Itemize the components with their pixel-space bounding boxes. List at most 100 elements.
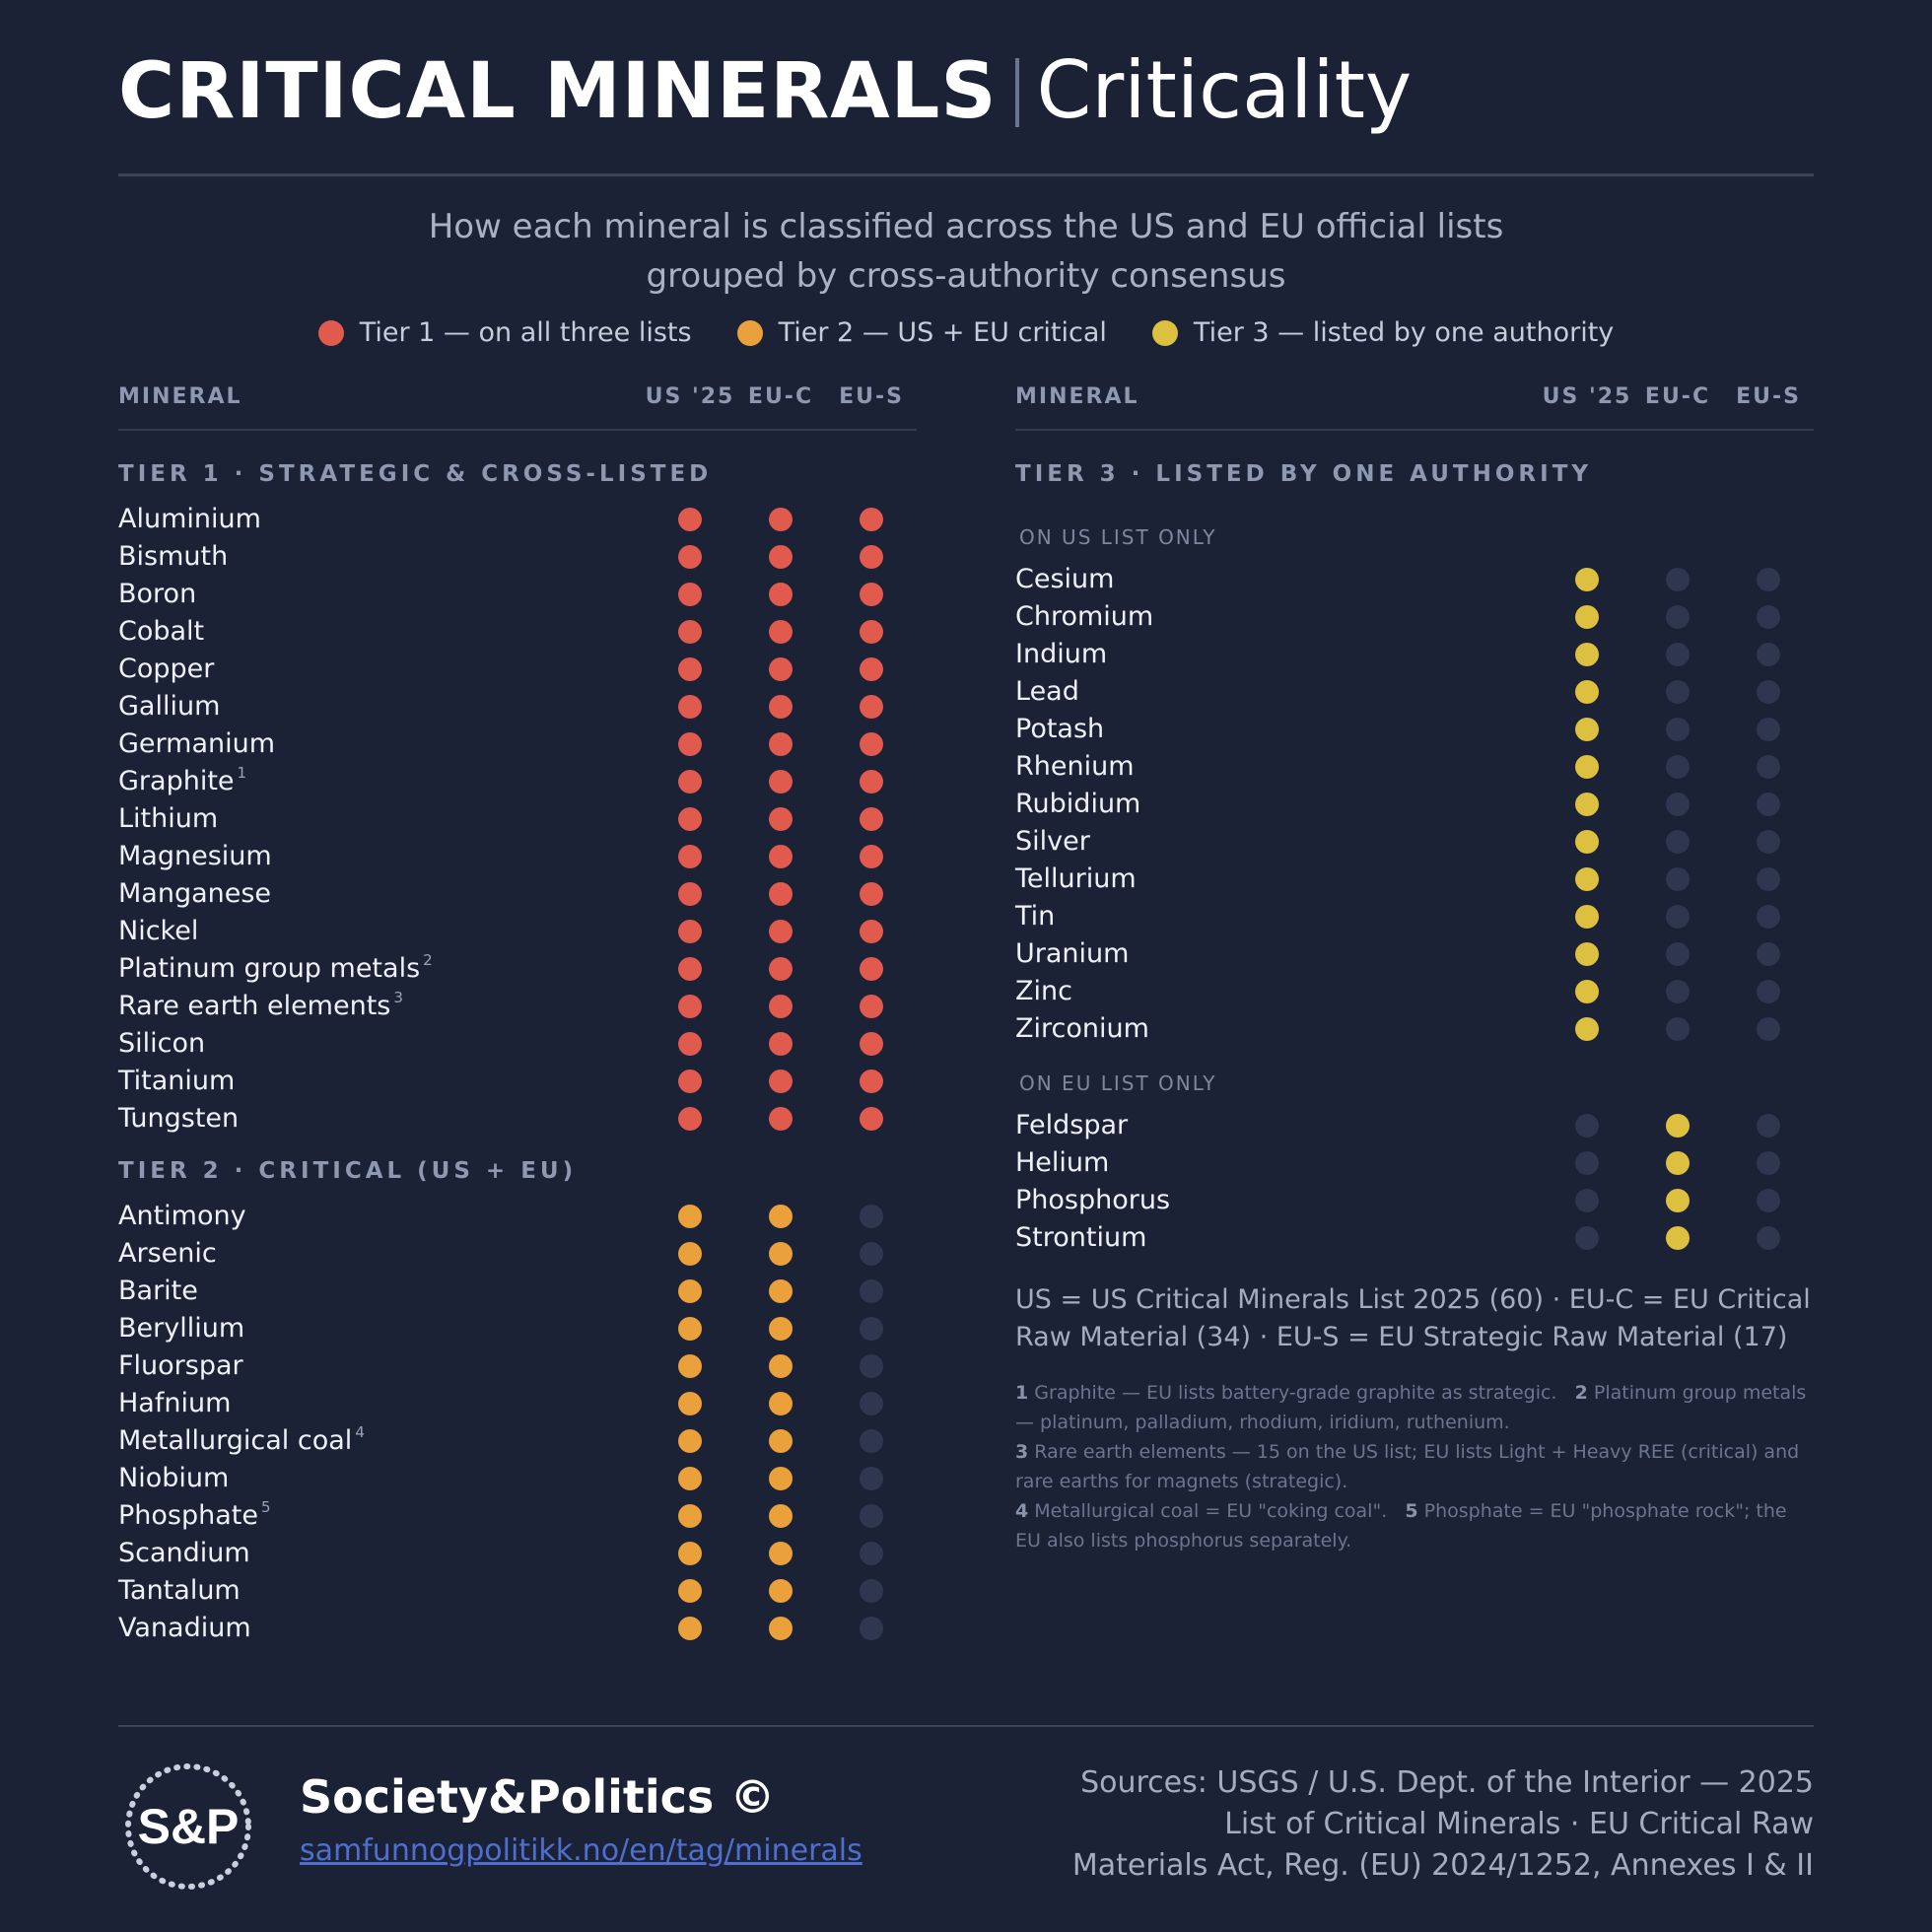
mineral-row: Cesium xyxy=(1015,561,1814,598)
eus-dot xyxy=(860,695,883,719)
euc-dot xyxy=(769,1504,793,1528)
mineral-row: Strontium xyxy=(1015,1219,1814,1257)
eus-dot xyxy=(860,1429,883,1453)
euc-dot xyxy=(769,1617,793,1640)
euc-dot xyxy=(1666,1189,1690,1212)
mineral-name: Titanium xyxy=(118,1067,235,1096)
col-head-eus: EU-S xyxy=(839,384,904,409)
subtitle-line-1: How each mineral is classified across th… xyxy=(428,207,1504,246)
mineral-row: Tellurium xyxy=(1015,861,1814,898)
euc-dot xyxy=(769,732,793,756)
mineral-row: Chromium xyxy=(1015,598,1814,636)
eus-dot xyxy=(1757,755,1780,779)
euc-dot xyxy=(769,620,793,644)
footnote-4-text: Metallurgical coal = EU "coking coal". xyxy=(1034,1500,1388,1522)
mineral-name-text: Copper xyxy=(118,654,215,684)
mineral-name-text: Indium xyxy=(1015,639,1108,669)
mineral-row: Beryllium xyxy=(118,1310,917,1347)
us-dot xyxy=(1575,1226,1599,1250)
mineral-name: Platinum group metals 2 xyxy=(118,953,433,984)
col-head-mineral: MINERAL xyxy=(118,384,242,409)
logo-text: S&P xyxy=(138,1799,240,1854)
mineral-name: Rubidium xyxy=(1015,790,1140,819)
eus-dot xyxy=(1757,643,1780,666)
mineral-name: Metallurgical coal 4 xyxy=(118,1425,365,1456)
us-dot xyxy=(678,1107,702,1131)
us-dot xyxy=(678,770,702,794)
footnote-1-text: Graphite — EU lists battery-grade graphi… xyxy=(1034,1382,1557,1404)
mineral-name-text: Tantalum xyxy=(118,1575,241,1606)
mineral-row: Barite xyxy=(118,1273,917,1310)
legend-label-tier-3: Tier 3 — listed by one authority xyxy=(1193,317,1615,348)
brand-link[interactable]: samfunnogpolitikk.no/en/tag/minerals xyxy=(300,1833,862,1868)
mineral-row: Silicon xyxy=(118,1025,917,1063)
mineral-row: Rhenium xyxy=(1015,748,1814,786)
us-dot xyxy=(1575,980,1599,1003)
col-head-euc-right: EU-C xyxy=(1644,384,1711,409)
mineral-name: Lead xyxy=(1015,677,1079,707)
abbreviation-line-1: US = US Critical Minerals List 2025 (60)… xyxy=(1015,1284,1811,1315)
euc-dot xyxy=(769,957,793,981)
euc-dot xyxy=(769,1279,793,1303)
mineral-name: Manganese xyxy=(118,879,271,909)
mineral-name: Aluminium xyxy=(118,505,261,534)
euc-dot xyxy=(1666,1151,1690,1175)
us-dot xyxy=(678,1504,702,1528)
right-panel-rule xyxy=(1015,429,1814,431)
us-dot xyxy=(1575,718,1599,741)
us-dot xyxy=(1575,568,1599,591)
mineral-name: Gallium xyxy=(118,692,220,722)
mineral-row: Scandium xyxy=(118,1535,917,1572)
mineral-row: Feldspar xyxy=(1015,1107,1814,1144)
title-bold: CRITICAL MINERALS xyxy=(118,47,998,136)
us-dot xyxy=(678,732,702,756)
mineral-name-text: Barite xyxy=(118,1276,198,1306)
left-panel-rule xyxy=(118,429,917,431)
col-head-eus-right: EU-S xyxy=(1736,384,1801,409)
legend-dot-tier-3 xyxy=(1151,319,1178,346)
mineral-name-text: Lithium xyxy=(118,803,219,834)
eus-dot xyxy=(1757,793,1780,816)
mineral-row: Copper xyxy=(118,651,917,688)
us-dot xyxy=(678,1205,702,1228)
mineral-name-text: Uranium xyxy=(1015,938,1130,969)
mineral-name: Copper xyxy=(118,655,214,684)
mineral-name: Antimony xyxy=(118,1202,246,1231)
eus-dot xyxy=(860,1279,883,1303)
footnote-3-text: Rare earth elements — 15 on the US list;… xyxy=(1015,1441,1800,1492)
mineral-name-text: Rare earth elements xyxy=(118,991,391,1021)
mineral-name: Silver xyxy=(1015,827,1090,857)
us-dot xyxy=(1575,1017,1599,1041)
section-head-tier-2: TIER 2 · CRITICAL (US + EU) xyxy=(118,1158,578,1184)
euc-dot xyxy=(769,508,793,531)
mineral-row: Cobalt xyxy=(118,613,917,651)
mineral-name: Cesium xyxy=(1015,565,1114,594)
us-dot xyxy=(1575,1189,1599,1212)
title-light: Criticality xyxy=(1036,44,1413,136)
section-head-tier-1: TIER 1 · STRATEGIC & CROSS-LISTED xyxy=(118,461,713,487)
us-dot xyxy=(678,1429,702,1453)
eus-dot xyxy=(860,1579,883,1603)
eus-dot xyxy=(860,1542,883,1565)
mineral-name-text: Rubidium xyxy=(1015,789,1141,819)
us-dot xyxy=(678,995,702,1018)
euc-dot xyxy=(769,1242,793,1266)
euc-dot xyxy=(769,1070,793,1093)
mineral-name-text: Tellurium xyxy=(1015,863,1137,894)
mineral-name: Tantalum xyxy=(118,1576,241,1606)
euc-dot xyxy=(1666,568,1690,591)
eus-dot xyxy=(1757,905,1780,929)
mineral-name: Zirconium xyxy=(1015,1014,1149,1044)
euc-dot xyxy=(1666,755,1690,779)
mineral-name-text: Germanium xyxy=(118,728,276,759)
mineral-row: Indium xyxy=(1015,636,1814,673)
mineral-name-text: Titanium xyxy=(118,1066,236,1096)
eus-dot xyxy=(1757,1114,1780,1138)
eus-dot xyxy=(860,1205,883,1228)
mineral-name-text: Magnesium xyxy=(118,841,272,871)
mineral-name: Niobium xyxy=(118,1464,229,1493)
mineral-row: Uranium xyxy=(1015,935,1814,973)
us-dot xyxy=(1575,605,1599,629)
us-dot xyxy=(678,807,702,831)
us-dot xyxy=(678,620,702,644)
